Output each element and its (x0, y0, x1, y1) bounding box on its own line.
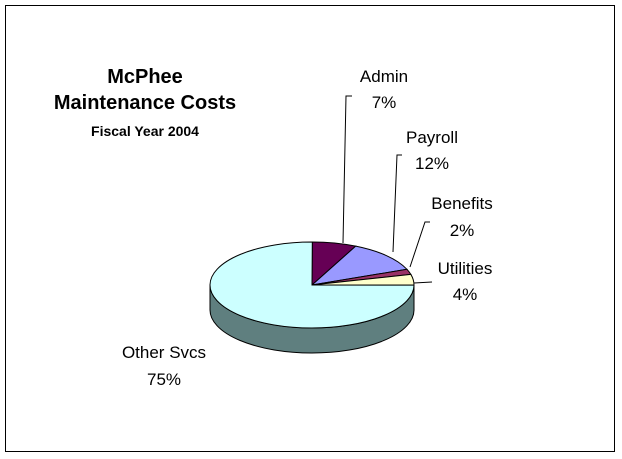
data-label-utilities-percent: 4% (453, 285, 478, 304)
chart-title-block: McPhee Maintenance Costs Fiscal Year 200… (40, 64, 250, 140)
data-label-benefits-percent: 2% (450, 221, 475, 240)
data-label-admin-name: Admin (360, 67, 408, 86)
chart-subtitle: Fiscal Year 2004 (91, 123, 199, 139)
data-label-utilities-name: Utilities (438, 259, 493, 278)
leader-line-payroll (392, 154, 402, 253)
data-label-benefits-name: Benefits (431, 194, 492, 213)
leader-line-benefits (409, 221, 430, 268)
chart-title-line2: Maintenance Costs (53, 92, 237, 114)
leader-line-utilities (413, 281, 433, 284)
leader-line-admin (342, 95, 352, 244)
data-label-other-svcs-percent: 75% (147, 370, 181, 389)
chart-title: McPhee (107, 66, 183, 88)
data-label-admin-percent: 7% (372, 93, 397, 112)
data-label-other-svcs-name: Other Svcs (122, 343, 206, 362)
pie-slice-payroll (310, 245, 408, 286)
chart-frame (5, 5, 615, 452)
data-label-payroll-name: Payroll (406, 128, 458, 147)
pie-slice-other-svcs (209, 241, 415, 329)
data-label-payroll-percent: 12% (415, 154, 449, 173)
